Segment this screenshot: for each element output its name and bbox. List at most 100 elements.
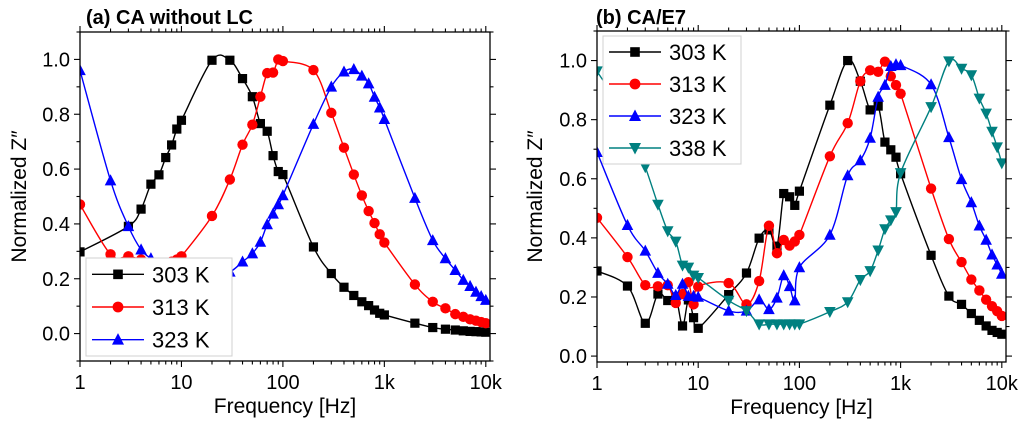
data-point xyxy=(692,290,705,302)
data-point xyxy=(925,78,937,90)
data-point xyxy=(261,218,273,230)
data-point xyxy=(991,142,1003,154)
data-point xyxy=(357,297,367,307)
data-point xyxy=(692,272,705,285)
data-point xyxy=(449,263,462,276)
data-point xyxy=(740,306,753,318)
data-point xyxy=(966,274,977,285)
data-point xyxy=(980,233,992,245)
legend-marker-circle xyxy=(112,301,124,313)
data-point xyxy=(825,100,835,110)
data-point xyxy=(688,313,699,323)
data-point xyxy=(379,237,390,248)
data-point xyxy=(338,65,350,77)
data-point xyxy=(363,205,374,217)
series-338k xyxy=(597,56,1006,331)
data-point xyxy=(771,291,783,303)
data-point xyxy=(955,63,968,75)
data-point xyxy=(136,204,146,214)
data-point xyxy=(890,79,902,91)
data-point xyxy=(974,315,984,325)
data-point xyxy=(247,119,258,130)
y-axis-label: Normalized Z″ xyxy=(524,130,547,263)
data-point xyxy=(722,304,735,316)
data-point xyxy=(965,70,978,82)
data-point xyxy=(677,321,688,331)
data-point xyxy=(753,319,765,331)
data-point xyxy=(409,279,421,290)
data-point xyxy=(254,235,267,247)
data-point xyxy=(308,64,319,76)
data-point xyxy=(464,279,476,291)
x-tick-label: 1 xyxy=(74,372,85,394)
data-point xyxy=(268,151,278,161)
data-point xyxy=(410,318,420,328)
data-point xyxy=(693,323,703,333)
data-point xyxy=(824,306,836,319)
data-point xyxy=(741,268,752,278)
y-tick-label: 1.0 xyxy=(559,51,587,73)
data-point xyxy=(925,183,937,194)
legend-label: 323 K xyxy=(669,104,727,129)
legend-label: 313 K xyxy=(152,295,210,320)
data-point xyxy=(267,67,279,78)
data-point xyxy=(80,64,86,76)
data-point xyxy=(894,168,907,180)
data-point xyxy=(621,218,634,230)
legend-item: 313 K xyxy=(609,72,727,97)
data-point xyxy=(450,325,460,335)
chart-a: (a) CA without LC 1 10 100 1k 10k 0.0 0.2 0.4 0.6… xyxy=(8,7,503,418)
data-point xyxy=(364,301,374,311)
data-point xyxy=(974,285,985,296)
data-point xyxy=(925,102,937,114)
x-tick-label: 1k xyxy=(374,372,396,394)
data-point xyxy=(427,296,438,307)
data-point xyxy=(784,192,795,202)
data-point xyxy=(894,58,907,71)
data-point xyxy=(597,145,603,157)
x-axis-label: Frequency [Hz] xyxy=(730,396,872,419)
data-point xyxy=(246,247,259,259)
data-point xyxy=(348,169,360,180)
data-point xyxy=(255,91,266,102)
y-tick-label: 0.0 xyxy=(559,346,587,368)
data-point xyxy=(375,308,385,318)
data-point xyxy=(864,266,876,278)
data-point xyxy=(965,196,978,208)
data-point xyxy=(470,285,482,297)
legend-item: 323 K xyxy=(609,104,727,129)
y-tick-label: 0.6 xyxy=(559,169,587,191)
data-point xyxy=(639,162,652,174)
data-point xyxy=(457,273,470,285)
data-point xyxy=(793,261,806,273)
data-point xyxy=(663,295,673,306)
x-tick-label: 10k xyxy=(986,373,1019,395)
legend-label: 303 K xyxy=(152,262,210,287)
data-point xyxy=(348,62,360,75)
chart-b: (b) CA/E7 1 10 100 1k 10k 0.0 0.2 0.4 0.6 0.8 1.0 Fr… xyxy=(524,7,1019,419)
data-point xyxy=(763,319,775,331)
x-tick-label: 10 xyxy=(170,372,192,394)
data-point xyxy=(207,55,217,65)
data-point xyxy=(944,291,954,301)
data-point xyxy=(670,297,681,309)
data-point xyxy=(440,303,451,314)
data-point xyxy=(338,142,350,153)
data-point xyxy=(349,290,359,301)
data-point xyxy=(926,250,936,260)
legend-label: 303 K xyxy=(669,40,727,65)
data-point xyxy=(987,325,997,335)
data-point xyxy=(661,226,674,238)
y-tick-label: 0.4 xyxy=(42,214,70,236)
x-tick-label: 1k xyxy=(890,373,912,395)
data-point xyxy=(771,248,783,259)
data-point xyxy=(368,90,381,102)
legend-marker-triangle-down xyxy=(629,142,641,155)
data-point xyxy=(855,76,866,87)
data-point xyxy=(723,277,734,289)
data-point xyxy=(891,152,901,162)
data-point xyxy=(277,189,289,201)
data-point xyxy=(669,288,682,300)
data-point xyxy=(172,124,182,134)
data-point xyxy=(428,322,438,333)
